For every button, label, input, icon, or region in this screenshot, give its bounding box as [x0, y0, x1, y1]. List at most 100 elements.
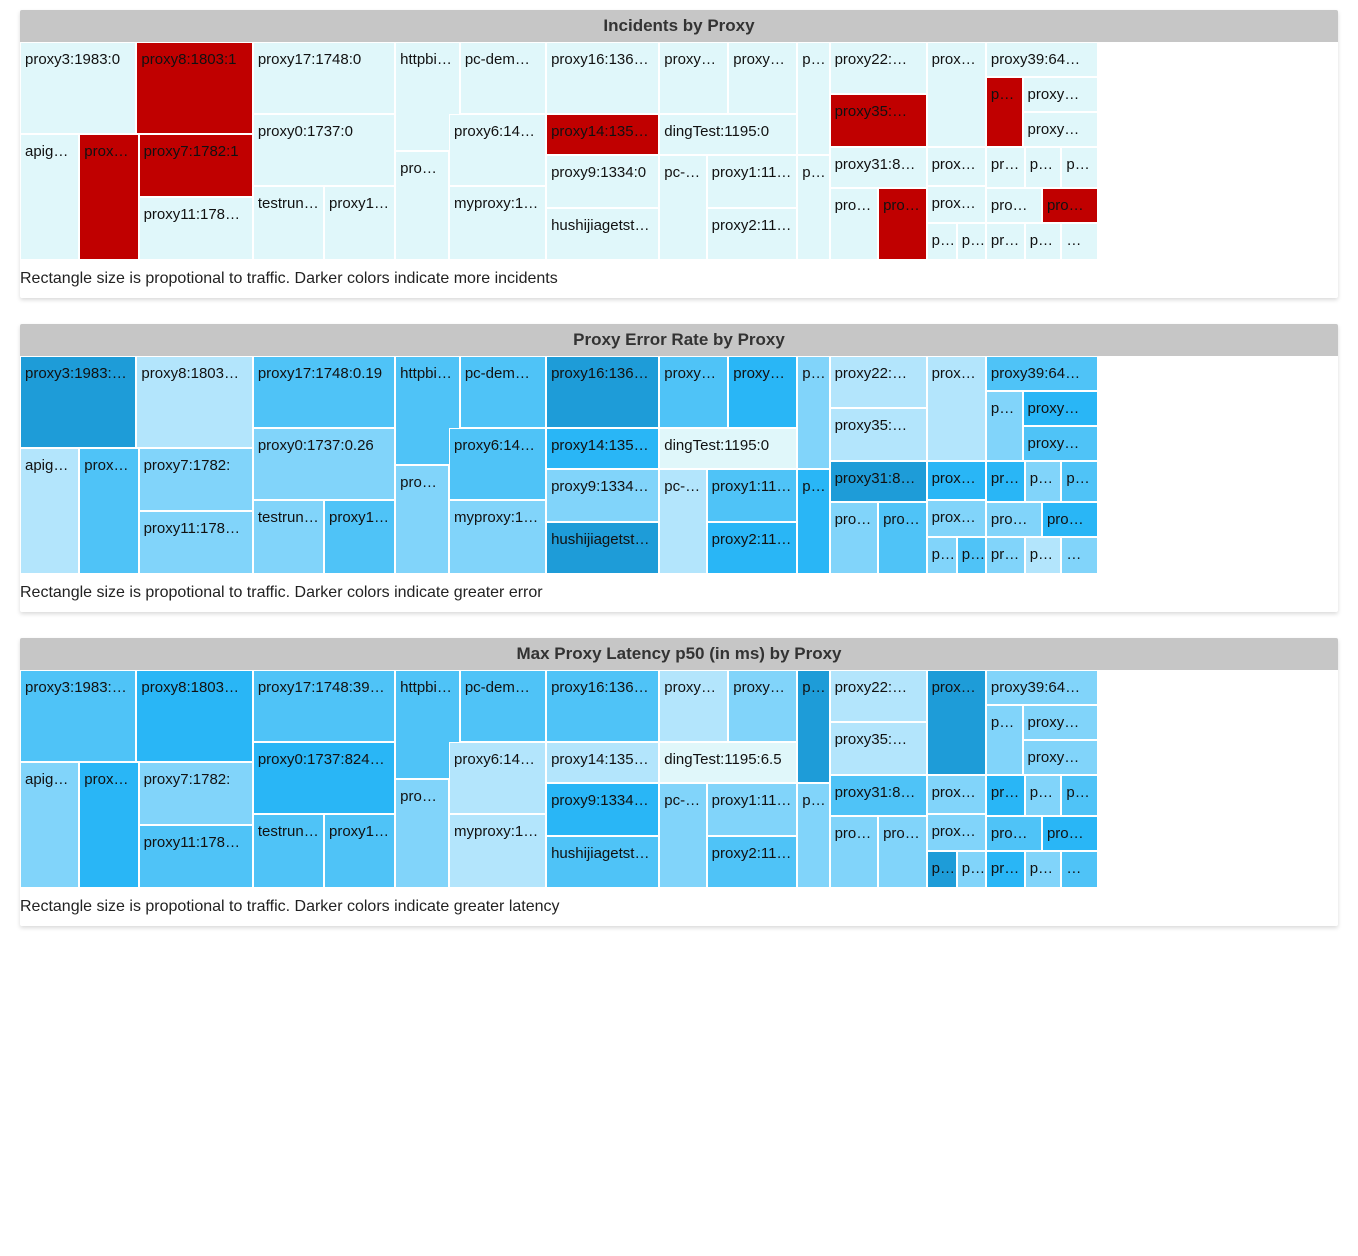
treemap-cell[interactable]: pro… [1025, 147, 1062, 188]
treemap-cell[interactable]: pro… [986, 816, 1042, 851]
treemap-cell[interactable]: p. … [1025, 537, 1062, 574]
treemap-cell[interactable]: apige… [20, 448, 79, 574]
treemap-cell[interactable]: myproxy:14… [449, 186, 546, 260]
treemap-cell[interactable]: prox… [830, 502, 879, 574]
treemap-cell[interactable]: proxy1… [324, 500, 395, 574]
treemap-cell[interactable]: proxy16:136… [546, 42, 659, 114]
treemap-cell[interactable]: … [1061, 851, 1098, 888]
treemap-cell[interactable]: testrun:… [253, 814, 324, 888]
treemap-cell[interactable]: myproxy:14… [449, 500, 546, 574]
treemap-cell[interactable]: dingTest:1195:0 [659, 114, 797, 155]
treemap-cell[interactable]: pc-dem… [460, 356, 546, 428]
treemap-cell[interactable]: proxy2… [927, 775, 986, 814]
treemap-cell[interactable]: proxy39:64… [986, 356, 1098, 391]
treemap-cell[interactable]: pro… [1025, 461, 1062, 502]
treemap-cell[interactable]: pr… [986, 391, 1023, 461]
treemap-cell[interactable]: proxy3… [927, 500, 986, 537]
treemap-cell[interactable]: pro… [878, 502, 927, 574]
treemap-cell[interactable]: proxy… [927, 670, 986, 775]
treemap-cell[interactable]: … [1061, 537, 1098, 574]
treemap-cell[interactable]: pro… [797, 356, 829, 469]
treemap-cell[interactable]: proxy1… [728, 42, 797, 114]
treemap-cell[interactable]: pr… [797, 155, 829, 260]
treemap-cell[interactable]: pro… [927, 537, 957, 574]
treemap-cell[interactable]: proxy39:64… [986, 42, 1098, 77]
treemap-cell[interactable]: p. … [1025, 223, 1062, 260]
treemap-cell[interactable]: proxy31:8… [830, 147, 927, 188]
treemap-cell[interactable]: proxy… [79, 762, 138, 888]
treemap-cell[interactable]: proxy1… [728, 356, 797, 428]
treemap-cell[interactable]: proxy… [927, 356, 986, 461]
treemap-cell[interactable]: proxy17:1748:0 [253, 42, 395, 114]
treemap-cell[interactable]: myproxy:14… [449, 814, 546, 888]
treemap-cell[interactable]: proxy3… [927, 186, 986, 223]
treemap-cell[interactable]: pc-d… [659, 155, 706, 260]
treemap-cell[interactable]: pro… [1061, 147, 1098, 188]
treemap-cell[interactable]: proxy22:… [830, 42, 927, 94]
treemap-cell[interactable]: proxy7:1782: [139, 448, 253, 511]
treemap-cell[interactable]: proxy1… [659, 42, 728, 114]
treemap-cell[interactable]: proxy6:145… [449, 742, 546, 814]
treemap-cell[interactable]: pro… [957, 537, 986, 574]
treemap-cell[interactable]: proxy14:135… [546, 742, 659, 783]
treemap-cell[interactable]: proxy3:1983:… [20, 356, 136, 448]
treemap-cell[interactable]: pro… [986, 147, 1025, 188]
treemap-cell[interactable]: … [1061, 223, 1098, 260]
treemap-cell[interactable]: proxy1… [659, 670, 728, 742]
treemap-cell[interactable]: proxy8:1803:1 [136, 42, 252, 134]
treemap-cell[interactable]: pro… [927, 851, 957, 888]
treemap-cell[interactable]: pc-d… [659, 469, 706, 574]
treemap-cell[interactable]: proxy… [1023, 112, 1098, 147]
treemap-cell[interactable]: proxy31:8… [830, 775, 927, 816]
treemap-cell[interactable]: proxy11:178… [139, 825, 253, 888]
treemap-cell[interactable]: proxy0:1737:0.26 [253, 428, 395, 500]
treemap-cell[interactable]: proxy2:11… [707, 836, 798, 888]
treemap-cell[interactable]: proxy6:145… [449, 114, 546, 186]
treemap-cell[interactable]: pro… [927, 223, 957, 260]
treemap-cell[interactable]: pro… [878, 188, 927, 260]
treemap-cell[interactable]: proxy31:8… [830, 461, 927, 502]
treemap-cell[interactable]: dingTest:1195:6.5 [659, 742, 797, 783]
treemap-cell[interactable]: pro… [986, 461, 1025, 502]
treemap-cell[interactable]: proxy… [79, 134, 138, 260]
treemap-cell[interactable]: proxy… [79, 448, 138, 574]
treemap-cell[interactable]: proxy1… [324, 186, 395, 260]
treemap-cell[interactable]: proxy2:11… [707, 208, 798, 260]
treemap-cell[interactable]: apige… [20, 762, 79, 888]
treemap-cell[interactable]: proxy3:1983:0 [20, 42, 136, 134]
treemap-cell[interactable]: pro… [986, 851, 1025, 888]
treemap-cell[interactable]: proxy1:11… [707, 783, 798, 835]
treemap-cell[interactable]: hushijiagetst… [546, 836, 659, 888]
treemap-cell[interactable]: pro… [986, 775, 1025, 816]
treemap-cell[interactable]: proxy2… [927, 461, 986, 500]
treemap-cell[interactable]: apige… [20, 134, 79, 260]
treemap-cell[interactable]: dingTest:1195:0 [659, 428, 797, 469]
treemap-cell[interactable]: proxy17:1748:39… [253, 670, 395, 742]
treemap-cell[interactable]: pro… [1061, 461, 1098, 502]
treemap-cell[interactable]: pc-dem… [460, 42, 546, 114]
treemap-cell[interactable]: pc-d… [659, 783, 706, 888]
treemap-cell[interactable]: proxy… [1023, 740, 1098, 775]
treemap-cell[interactable]: proxy11:178… [139, 511, 253, 574]
treemap-cell[interactable]: proxy… [1023, 705, 1098, 740]
treemap-cell[interactable]: prox… [395, 779, 449, 888]
treemap-cell[interactable]: proxy16:136… [546, 356, 659, 428]
treemap-cell[interactable]: p. … [1025, 851, 1062, 888]
treemap-cell[interactable]: prox… [395, 465, 449, 574]
treemap-cell[interactable]: pro… [986, 502, 1042, 537]
treemap-cell[interactable]: pc-dem… [460, 670, 546, 742]
treemap-cell[interactable]: proxy… [1023, 426, 1098, 461]
treemap-cell[interactable]: pro… [986, 223, 1025, 260]
treemap-cell[interactable]: proxy3… [927, 814, 986, 851]
treemap-cell[interactable]: pro… [878, 816, 927, 888]
treemap-cell[interactable]: pr… [986, 705, 1023, 775]
treemap-cell[interactable]: pro… [957, 851, 986, 888]
treemap-cell[interactable]: proxy… [1023, 77, 1098, 112]
treemap-cell[interactable]: pro… [1061, 775, 1098, 816]
treemap-cell[interactable]: proxy35:… [830, 94, 927, 146]
treemap-cell[interactable]: proxy0:1737:824… [253, 742, 395, 814]
treemap-cell[interactable]: hushijiagetst… [546, 522, 659, 574]
treemap-cell[interactable]: proxy… [927, 42, 986, 147]
treemap-cell[interactable]: proxy1… [324, 814, 395, 888]
treemap-cell[interactable]: proxy14:135… [546, 114, 659, 155]
